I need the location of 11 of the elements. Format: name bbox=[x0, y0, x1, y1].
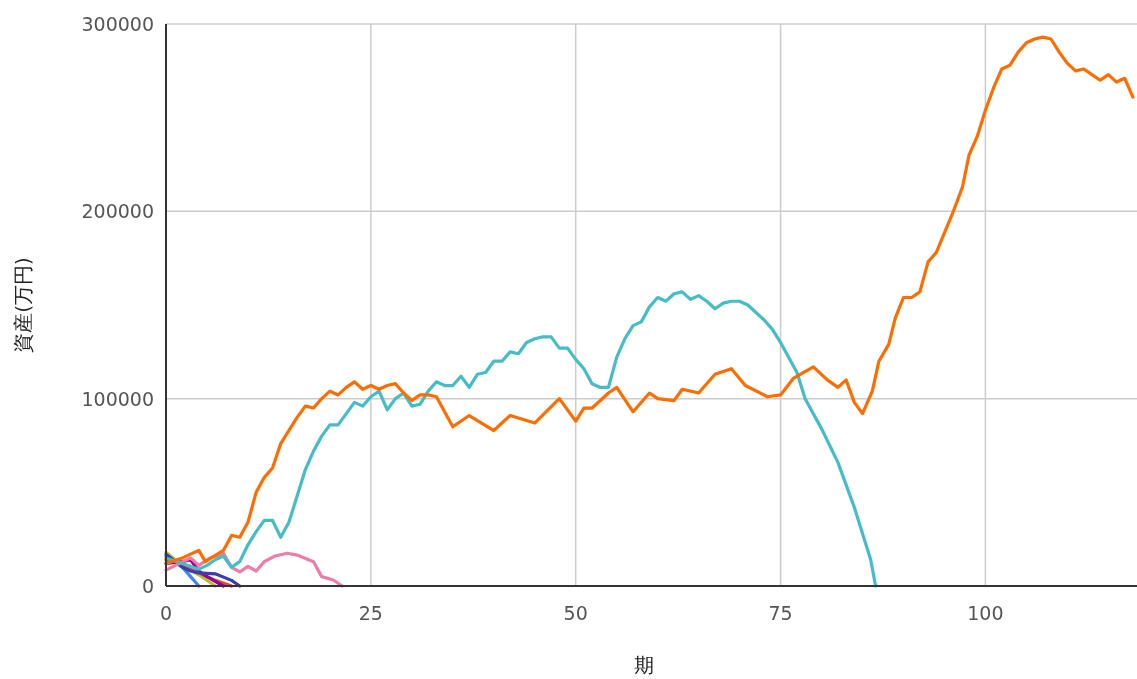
x-axis-title: 期 bbox=[633, 653, 654, 677]
x-tick-label: 0 bbox=[159, 602, 173, 624]
y-tick-label: 200000 bbox=[81, 200, 154, 223]
x-tick-label: 50 bbox=[563, 602, 588, 624]
y-axis-title: 資産(万円) bbox=[11, 257, 35, 353]
x-tick-label: 100 bbox=[967, 602, 1004, 624]
x-tick-label: 75 bbox=[768, 602, 793, 624]
x-tick-label: 25 bbox=[358, 602, 383, 624]
y-tick-label: 0 bbox=[141, 575, 154, 597]
y-tick-label: 100000 bbox=[81, 387, 154, 410]
y-tick-label: 300000 bbox=[81, 13, 154, 35]
